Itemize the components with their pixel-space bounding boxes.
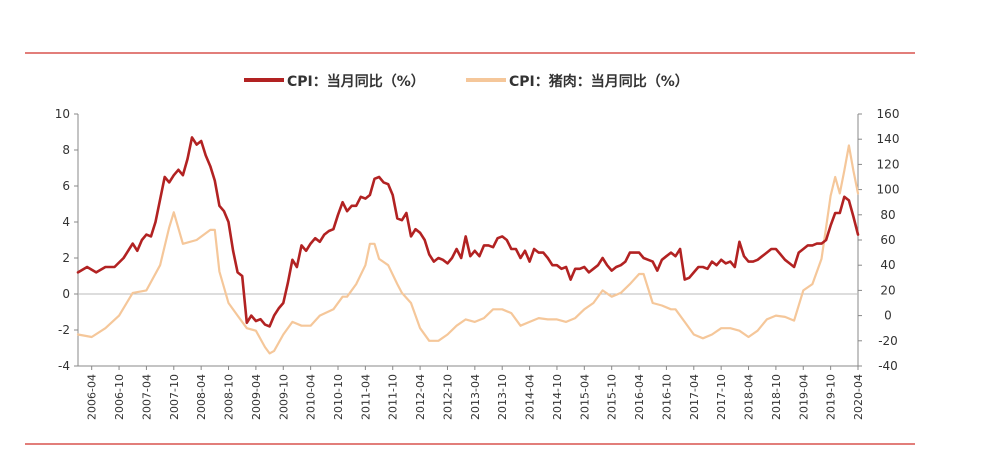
x-tick-label: 2011-04 <box>359 374 372 420</box>
x-tick-label: 2014-10 <box>551 374 564 420</box>
x-tick-label: 2012-10 <box>441 374 454 420</box>
right-tick-label: 20 <box>880 283 895 297</box>
right-tick-label: 60 <box>880 233 895 247</box>
x-tick-label: 2017-04 <box>688 374 701 420</box>
right-tick-label: 160 <box>877 107 900 121</box>
x-tick-label: 2018-10 <box>770 374 783 420</box>
x-tick-label: 2015-04 <box>578 374 591 420</box>
left-tick-label: -4 <box>58 359 70 373</box>
series-line-pork <box>76 144 860 355</box>
right-tick-label: 40 <box>880 258 895 272</box>
x-tick-label: 2019-10 <box>825 374 838 420</box>
x-tick-label: 2006-04 <box>86 374 99 420</box>
right-tick-label: -20 <box>878 334 898 348</box>
x-tick-label: 2020-04 <box>852 374 865 420</box>
right-tick-label: 120 <box>877 157 900 171</box>
series-group <box>76 136 860 355</box>
x-tick-label: 2013-04 <box>469 374 482 420</box>
legend-label-cpi: CPI：当月同比（%） <box>287 73 425 90</box>
right-tick-label: 100 <box>877 183 900 197</box>
x-tick-label: 2016-10 <box>660 374 673 420</box>
x-tick-label: 2014-04 <box>524 374 537 420</box>
x-tick-label: 2010-04 <box>305 374 318 420</box>
axes: -4-20246810-40-2002040608010012014016020… <box>55 107 900 420</box>
x-tick-label: 2010-10 <box>332 374 345 420</box>
series-line-cpi <box>76 136 860 328</box>
left-tick-label: 10 <box>55 107 70 121</box>
x-tick-label: 2017-10 <box>715 374 728 420</box>
x-tick-label: 2008-04 <box>195 374 208 420</box>
left-tick-label: -2 <box>58 323 70 337</box>
x-tick-label: 2012-04 <box>414 374 427 420</box>
right-tick-label: 140 <box>877 132 900 146</box>
x-tick-label: 2007-04 <box>140 374 153 420</box>
legend-label-pork: CPI：猪肉：当月同比（%） <box>509 73 689 90</box>
left-tick-label: 8 <box>62 143 70 157</box>
x-tick-label: 2018-04 <box>743 374 756 420</box>
right-tick-label: 80 <box>880 208 895 222</box>
left-tick-label: 4 <box>62 215 70 229</box>
right-tick-label: -40 <box>878 359 898 373</box>
x-tick-label: 2006-10 <box>113 374 126 420</box>
x-tick-label: 2008-10 <box>223 374 236 420</box>
right-tick-label: 0 <box>884 309 892 323</box>
left-tick-label: 6 <box>62 179 70 193</box>
x-tick-label: 2011-10 <box>387 374 400 420</box>
x-tick-label: 2016-04 <box>633 374 646 420</box>
x-tick-label: 2015-10 <box>606 374 619 420</box>
left-tick-label: 2 <box>62 251 70 265</box>
x-tick-label: 2013-10 <box>496 374 509 420</box>
x-tick-label: 2009-04 <box>250 374 263 420</box>
x-tick-label: 2007-10 <box>168 374 181 420</box>
x-tick-label: 2019-04 <box>797 374 810 420</box>
x-tick-label: 2009-10 <box>277 374 290 420</box>
legend: CPI：当月同比（%） CPI：猪肉：当月同比（%） <box>244 73 689 90</box>
left-tick-label: 0 <box>62 287 70 301</box>
